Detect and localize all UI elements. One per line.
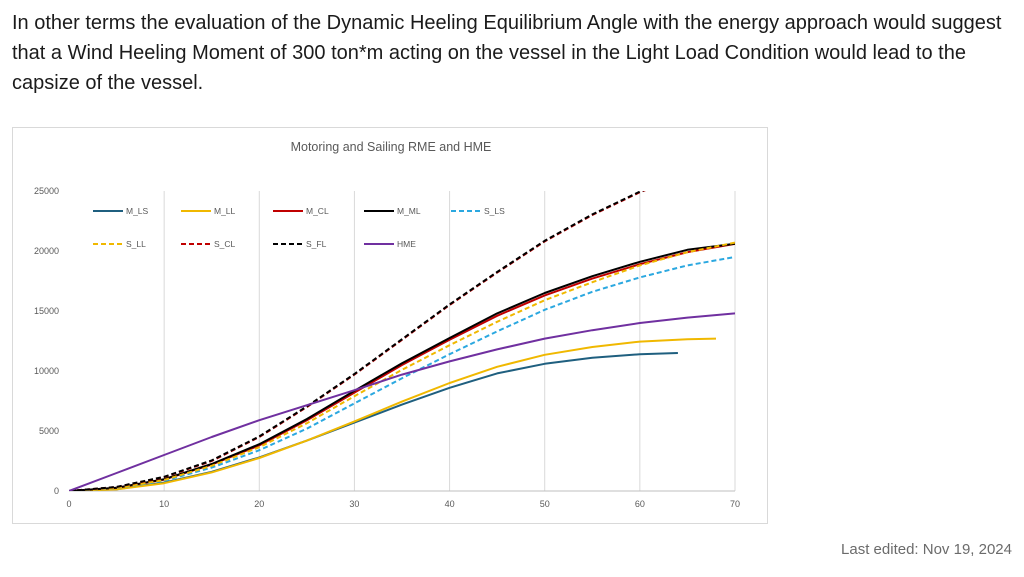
x-tick-label: 10 (159, 499, 169, 509)
legend-label: S_LS (484, 206, 505, 216)
series-line-hme (69, 312, 735, 491)
legend-label: S_FL (306, 239, 327, 249)
series-line-m-ls (69, 352, 678, 491)
legend-label: S_CL (214, 239, 236, 249)
intro-paragraph: In other terms the evaluation of the Dyn… (12, 12, 1002, 94)
legend-label: M_LL (214, 206, 236, 216)
series-line-m-ll (69, 337, 717, 491)
x-tick-label: 60 (635, 499, 645, 509)
chart-series (69, 191, 735, 491)
legend-label: M_LS (126, 206, 149, 216)
chart-legend: M_LS M_LL M_CL M_ML S_LS S_LL S_CL S_FL HME (93, 206, 505, 249)
series-line-s-fl (69, 191, 645, 491)
axis-ticks: 0 10 20 30 40 50 60 70 0 5000 10000 15000 20000 25000 (34, 186, 740, 509)
chart-title: Motoring and Sailing RME and HME (291, 140, 492, 154)
y-tick-label: 10000 (34, 366, 59, 376)
line-chart: Motoring and Sailing RME and HME 0 10 20 30… (34, 140, 740, 509)
last-edited-label: Last edited: Nov 19, 2024 (841, 541, 1012, 558)
y-tick-label: 5000 (39, 426, 59, 436)
x-tick-label: 20 (254, 499, 264, 509)
x-tick-label: 70 (730, 499, 740, 509)
legend-label: M_CL (306, 206, 329, 216)
x-tick-label: 40 (445, 499, 455, 509)
series-line-s-ls (69, 256, 735, 491)
series-line-s-cl (69, 191, 646, 491)
series-line-s-ll (69, 241, 735, 491)
x-tick-label: 50 (540, 499, 550, 509)
legend-label: HME (397, 239, 416, 249)
series-line-m-ml (69, 242, 735, 491)
y-tick-label: 0 (54, 486, 59, 496)
legend-label: S_LL (126, 239, 146, 249)
y-tick-label: 25000 (34, 186, 59, 196)
chart-container: Motoring and Sailing RME and HME 0 10 20 30… (12, 127, 768, 524)
x-tick-label: 0 (66, 499, 71, 509)
x-tick-label: 30 (349, 499, 359, 509)
y-tick-label: 20000 (34, 246, 59, 256)
y-tick-label: 15000 (34, 306, 59, 316)
legend-label: M_ML (397, 206, 421, 216)
